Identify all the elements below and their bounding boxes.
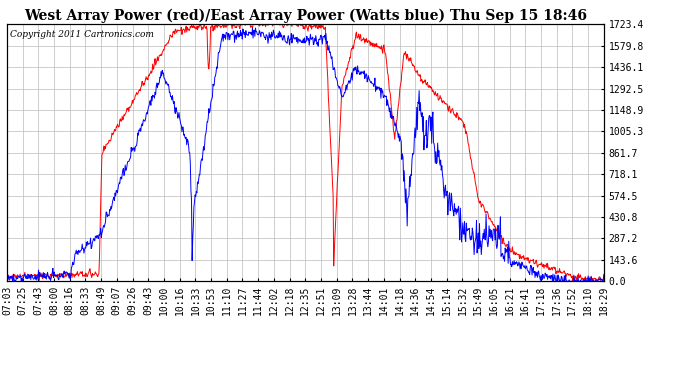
Text: Copyright 2011 Cartronics.com: Copyright 2011 Cartronics.com xyxy=(10,30,154,39)
Title: West Array Power (red)/East Array Power (Watts blue) Thu Sep 15 18:46: West Array Power (red)/East Array Power … xyxy=(24,9,586,23)
